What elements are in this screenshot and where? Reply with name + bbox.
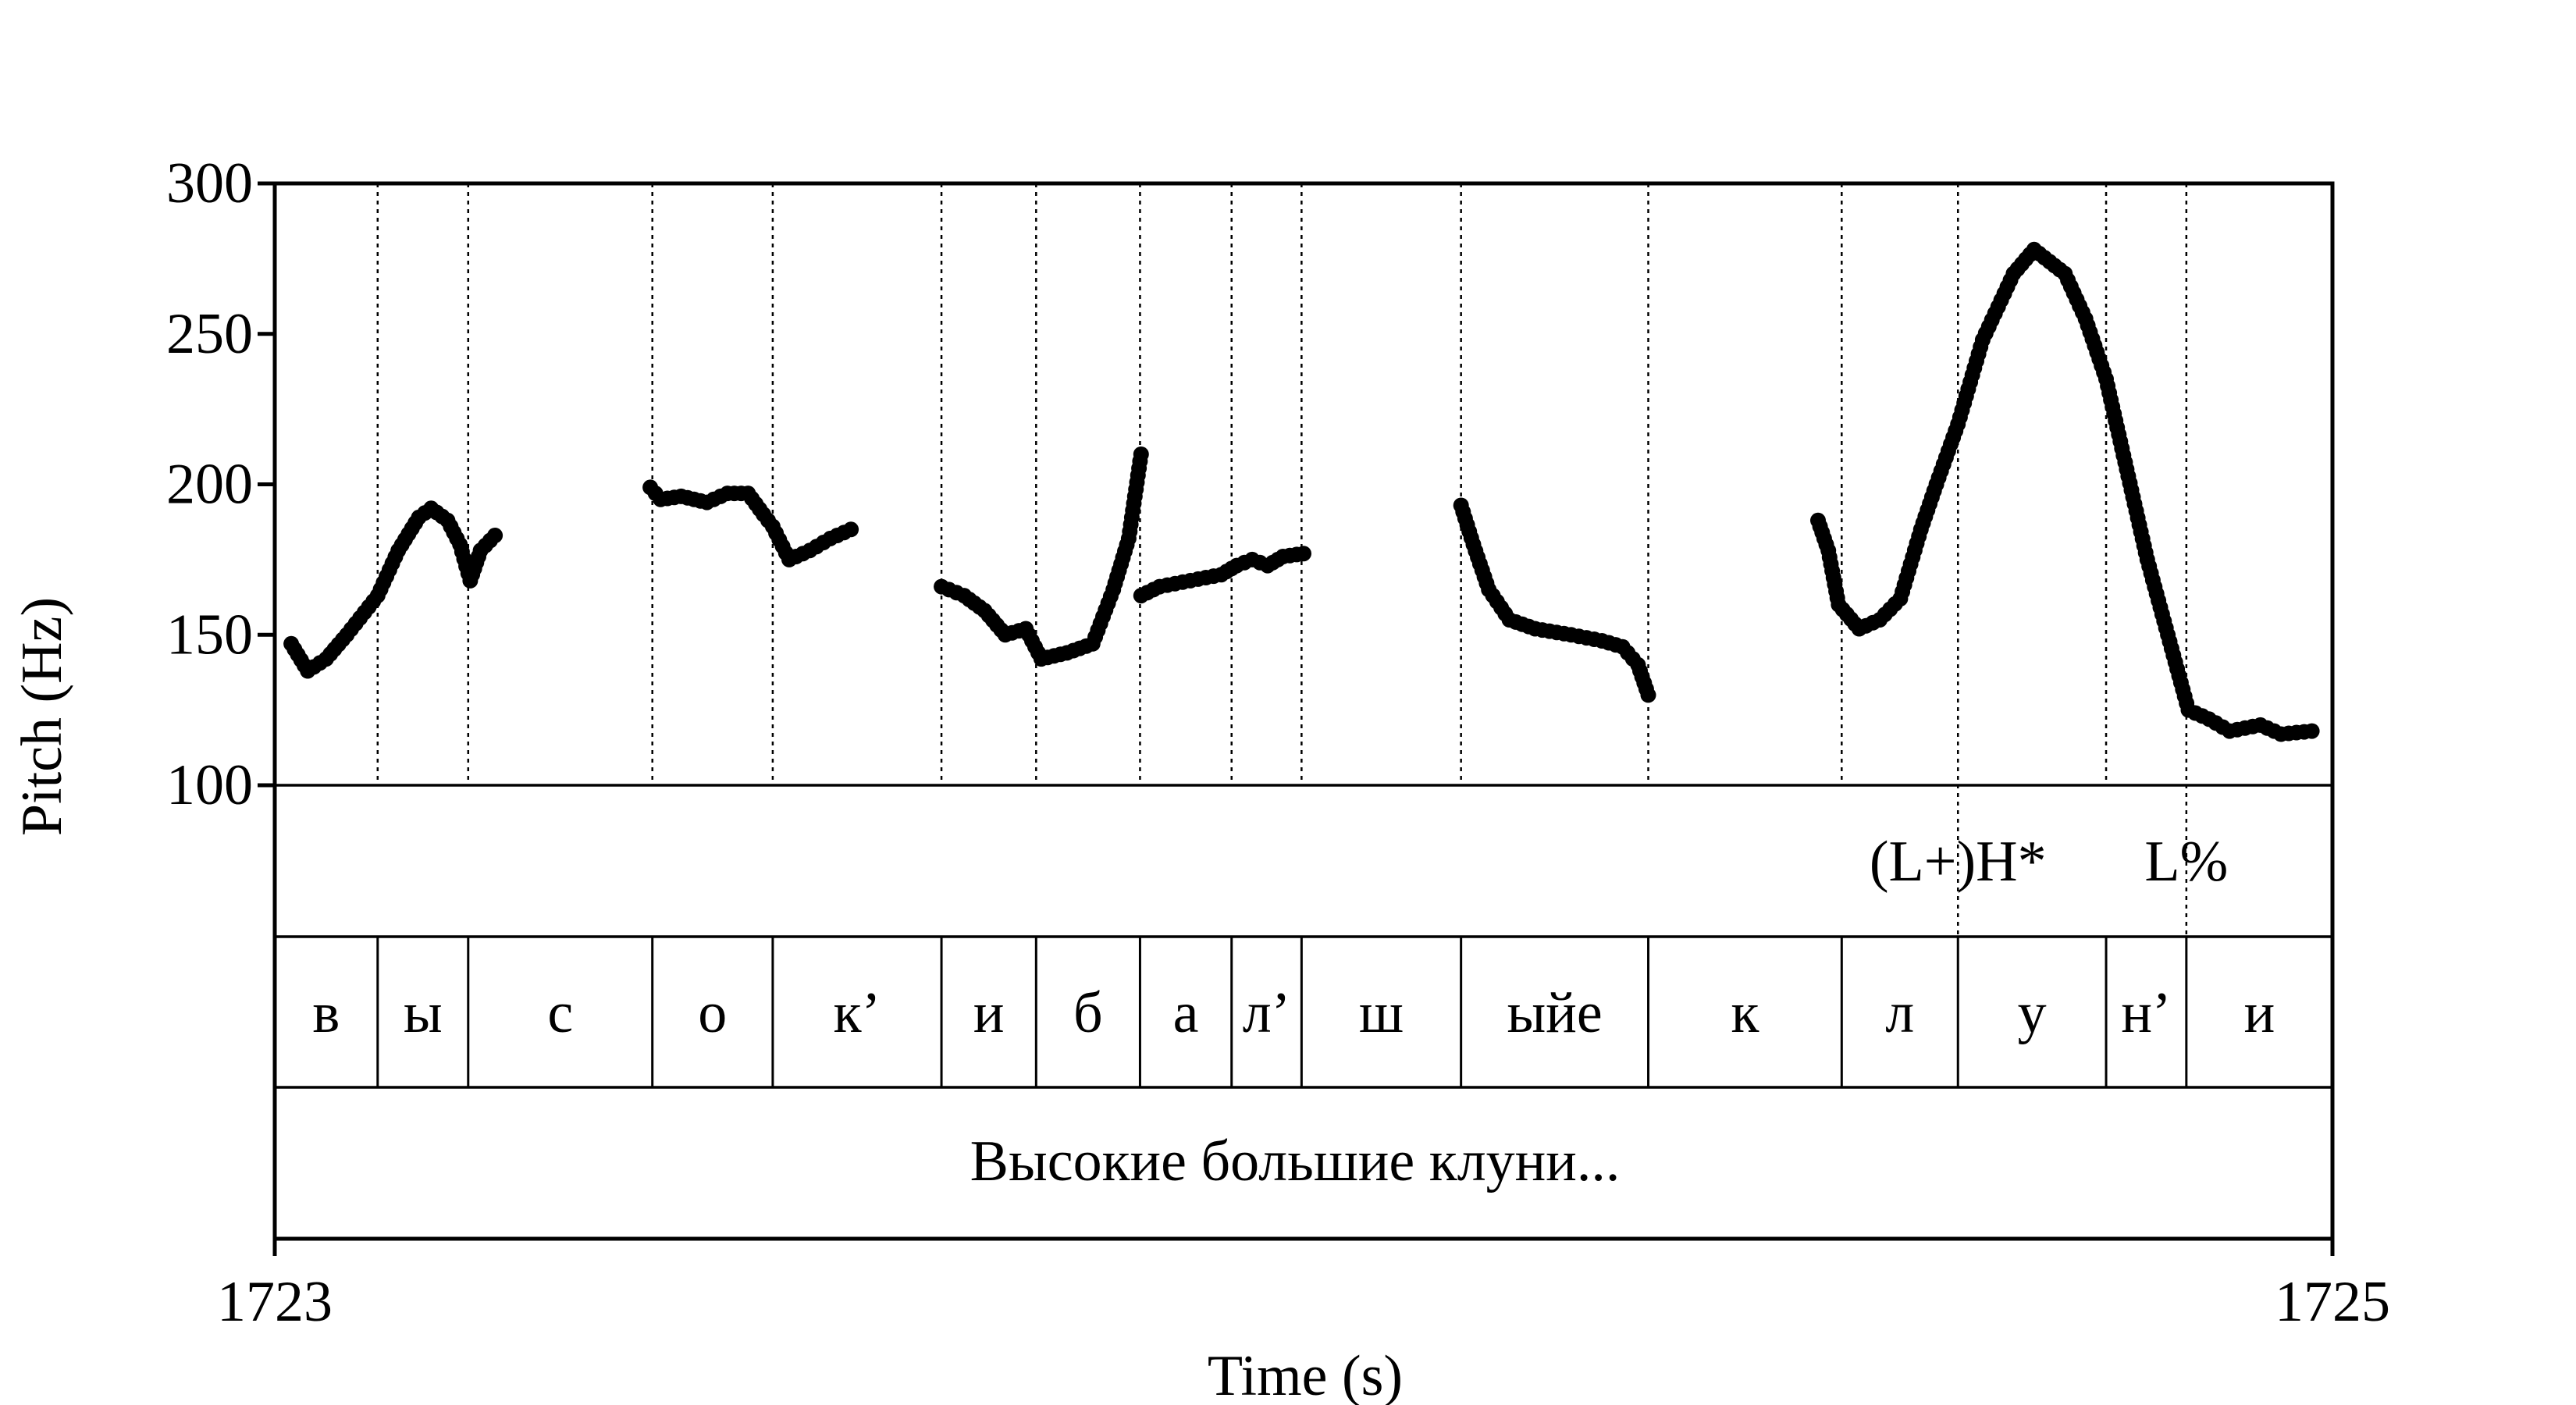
segment-label-7: а xyxy=(1173,981,1199,1045)
segment-label-1: ы xyxy=(404,981,443,1045)
segment-boundaries xyxy=(376,183,2188,1087)
pitch-point-5-165 xyxy=(2304,723,2320,739)
segment-label-9: ш xyxy=(1359,981,1404,1045)
segment-label-5: и xyxy=(973,981,1005,1045)
x-axis-title: Time (s) xyxy=(1208,1344,1403,1405)
segment-label-0: в xyxy=(312,981,340,1045)
segment-label-2: с xyxy=(547,981,573,1045)
sentence-label: Высокие большие клуни... xyxy=(970,1129,1621,1193)
segment-label-14: н’ xyxy=(2121,981,2171,1045)
segment-label-13: у xyxy=(2018,981,2047,1045)
segment-label-6: б xyxy=(1073,981,1103,1045)
pitch-point-3-24 xyxy=(1296,546,1311,562)
plot-border xyxy=(272,181,2335,1241)
pitch-point-0-55 xyxy=(487,528,503,543)
segment-label-15: и xyxy=(2244,981,2275,1045)
segment-label-3: о xyxy=(698,981,727,1045)
segment-label-10: ыйе xyxy=(1507,981,1603,1045)
segment-label-11: к xyxy=(1731,981,1759,1045)
pitch-point-1-35 xyxy=(843,521,859,538)
y-tick-label-4: 300 xyxy=(166,151,253,215)
y-tick-label-2: 200 xyxy=(166,453,253,517)
pitch-point-4-42 xyxy=(1640,687,1656,703)
tone-label-0: (L+)H* xyxy=(1870,830,2047,894)
y-tick-label-1: 150 xyxy=(166,603,253,667)
pitch-points xyxy=(283,241,2320,742)
segment-label-4: к’ xyxy=(834,981,881,1045)
segment-label-12: л xyxy=(1885,981,1914,1045)
tone-label-1: L% xyxy=(2144,830,2228,894)
x-tick-label-end: 1725 xyxy=(2275,1270,2390,1334)
y-axis-title: Pitch (Hz) xyxy=(10,597,74,836)
pitch-point-2-56 xyxy=(1133,446,1149,462)
x-tick-label-start: 1723 xyxy=(217,1270,333,1334)
chart-labels: Pitch (Hz) Time (s) 1723 1725 Высокие бо… xyxy=(10,151,2390,1405)
y-tick-label-3: 250 xyxy=(166,302,253,366)
plot-frame xyxy=(258,181,2335,1256)
segment-label-8: л’ xyxy=(1243,981,1291,1045)
y-tick-label-0: 100 xyxy=(166,753,253,817)
